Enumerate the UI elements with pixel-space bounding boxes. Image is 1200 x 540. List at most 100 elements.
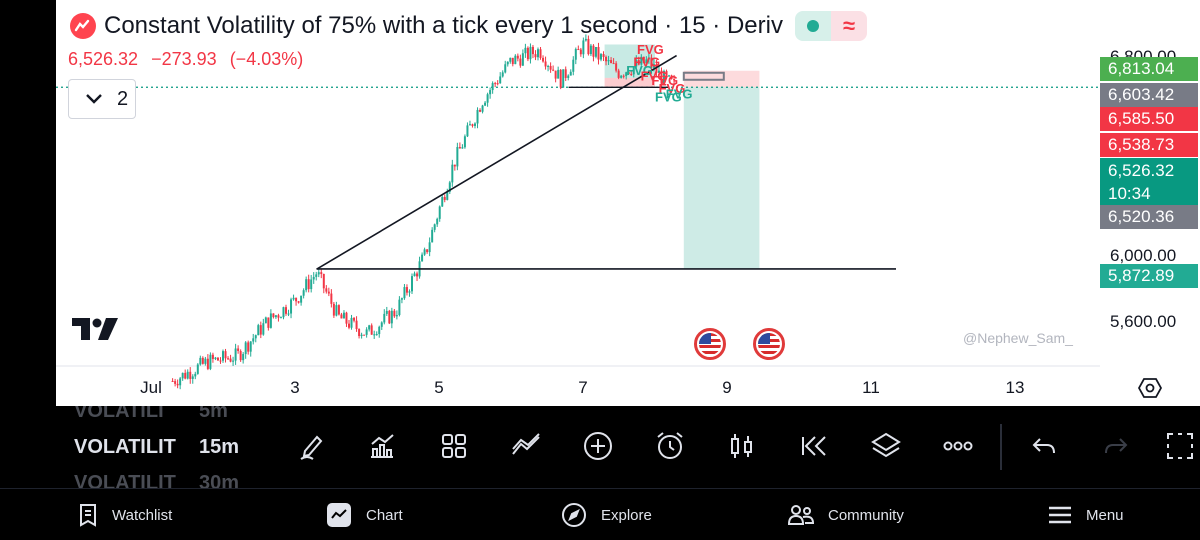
candle-body bbox=[660, 70, 663, 84]
candle-body bbox=[295, 297, 298, 302]
candle-body bbox=[337, 305, 340, 315]
fvg-label: FVG bbox=[655, 90, 682, 105]
undo-icon[interactable] bbox=[1024, 426, 1064, 466]
nav-watchlist[interactable]: Watchlist bbox=[78, 489, 172, 540]
candle-body bbox=[416, 273, 419, 277]
more-icon[interactable] bbox=[938, 426, 978, 466]
short-position-target-zone bbox=[683, 87, 760, 269]
bar-countdown: 10:34 bbox=[1108, 184, 1151, 203]
resolution-option[interactable]: VOLATILI 5m bbox=[74, 406, 228, 423]
layout-grid-icon[interactable] bbox=[434, 426, 474, 466]
candle-body bbox=[486, 94, 489, 103]
market-open-dot bbox=[806, 20, 819, 32]
us-flag-event-icon[interactable] bbox=[753, 328, 785, 360]
candle-body bbox=[305, 279, 308, 291]
current-price-label: 6,526.32 10:34 bbox=[1100, 158, 1198, 206]
candle-body bbox=[340, 314, 343, 319]
candle-body bbox=[587, 38, 590, 55]
alert-clock-icon[interactable] bbox=[650, 426, 690, 466]
time-tick: 11 bbox=[862, 378, 880, 397]
candle-body bbox=[400, 298, 403, 300]
community-icon bbox=[788, 504, 814, 526]
redo-icon[interactable] bbox=[1096, 426, 1136, 466]
compare-icon[interactable] bbox=[506, 426, 546, 466]
time-tick: 3 bbox=[290, 378, 300, 397]
candle-body bbox=[206, 358, 209, 369]
chart-settings-icon[interactable] bbox=[1137, 376, 1163, 405]
candle-body bbox=[612, 63, 615, 65]
candle-body bbox=[322, 273, 325, 289]
candle-body bbox=[370, 325, 373, 335]
resolution-option[interactable]: VOLATILIT 30m bbox=[74, 472, 239, 488]
candle-body bbox=[431, 229, 434, 243]
indicators-toggle-button[interactable]: 2 bbox=[68, 79, 136, 119]
candle-body bbox=[277, 315, 280, 318]
layers-icon[interactable] bbox=[866, 426, 906, 466]
candle-body bbox=[282, 307, 285, 318]
candle-body bbox=[285, 307, 287, 314]
candle-body bbox=[353, 317, 356, 321]
candle-body bbox=[325, 288, 328, 292]
candle-body bbox=[421, 254, 424, 262]
resolution-option-selected[interactable]: VOLATILIT 15m bbox=[74, 436, 239, 459]
pencil-icon[interactable] bbox=[292, 426, 332, 466]
candle-body bbox=[471, 124, 474, 126]
fvg-label: FVG bbox=[633, 55, 660, 70]
candle-body bbox=[201, 357, 204, 364]
candle-body bbox=[514, 55, 517, 65]
candle-body bbox=[663, 70, 665, 84]
nav-explore-label: Explore bbox=[601, 506, 652, 524]
time-tick: Jul bbox=[140, 378, 162, 397]
author-watermark: @Nephew_Sam_ bbox=[963, 330, 1073, 346]
candle-body bbox=[342, 312, 345, 319]
candle-body bbox=[358, 329, 361, 337]
candle-body bbox=[385, 310, 388, 314]
candle-body bbox=[315, 274, 318, 277]
candle-body bbox=[607, 60, 610, 62]
chart-pane[interactable]: FVG FVG FVG FVG FVG FVG FVG FVG Constant Volati… bbox=[56, 0, 1200, 406]
fullscreen-icon[interactable] bbox=[1160, 426, 1200, 466]
fvg-label: FVG bbox=[626, 63, 653, 78]
candle-body bbox=[620, 75, 623, 78]
indicators-icon[interactable] bbox=[362, 426, 402, 466]
replay-icon[interactable] bbox=[794, 426, 834, 466]
candles-icon[interactable] bbox=[722, 426, 762, 466]
candle-body bbox=[388, 310, 391, 324]
us-flag-event-icon[interactable] bbox=[694, 328, 726, 360]
candle-body bbox=[670, 75, 673, 80]
candle-body bbox=[272, 313, 275, 318]
market-status-pill[interactable]: ≈ bbox=[794, 11, 867, 41]
market-open-indicator bbox=[794, 11, 831, 41]
candle-body bbox=[327, 291, 330, 294]
candle-body bbox=[526, 47, 529, 60]
chart-icon bbox=[326, 502, 352, 528]
candle-body bbox=[484, 102, 487, 106]
nav-explore[interactable]: Explore bbox=[561, 489, 652, 540]
chevron-down-icon bbox=[85, 88, 103, 111]
candle-body bbox=[191, 376, 194, 379]
nav-chart[interactable]: Chart bbox=[326, 489, 403, 540]
candle-body bbox=[615, 63, 618, 71]
position-entry-marker bbox=[682, 71, 725, 81]
candle-body bbox=[665, 70, 668, 76]
add-icon[interactable] bbox=[578, 426, 618, 466]
symbol-title[interactable]: Constant Volatility of 75% with a tick e… bbox=[104, 12, 783, 39]
nav-community[interactable]: Community bbox=[788, 489, 904, 540]
candle-body bbox=[521, 53, 524, 66]
symbol-legend[interactable]: Constant Volatility of 75% with a tick e… bbox=[70, 10, 867, 42]
candle-body bbox=[229, 358, 232, 362]
candle-body bbox=[373, 334, 376, 336]
time-tick: 9 bbox=[722, 378, 732, 397]
time-tick: 7 bbox=[578, 378, 588, 397]
symbol-resolution-picker[interactable]: VOLATILI 5m VOLATILIT 15m VOLATILIT 30m bbox=[0, 406, 270, 488]
candle-body bbox=[547, 65, 550, 67]
candle-body bbox=[189, 371, 192, 379]
candle-body bbox=[403, 287, 406, 299]
candle-body bbox=[468, 124, 471, 126]
nav-community-label: Community bbox=[828, 506, 904, 524]
nav-menu[interactable]: Menu bbox=[1048, 489, 1124, 540]
price-tick: 5,600.00 bbox=[1110, 312, 1177, 331]
candle-body bbox=[605, 56, 608, 62]
candle-body bbox=[214, 357, 217, 359]
